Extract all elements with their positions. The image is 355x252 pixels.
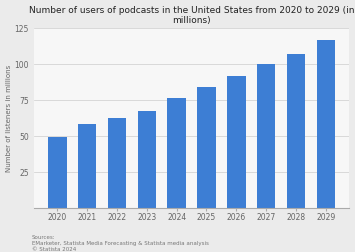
Bar <box>317 41 335 208</box>
Bar <box>137 111 156 208</box>
Bar <box>48 138 66 208</box>
Y-axis label: Number of listeners in millions: Number of listeners in millions <box>6 65 12 172</box>
Bar <box>287 55 305 208</box>
Bar <box>197 87 216 208</box>
Bar <box>227 76 246 208</box>
Bar <box>108 119 126 208</box>
Bar <box>78 125 97 208</box>
Text: Sources:
EMarketer, Statista Media Forecasting & Statista media analysis
© Stati: Sources: EMarketer, Statista Media Forec… <box>32 234 209 251</box>
Title: Number of users of podcasts in the United States from 2020 to 2029 (in millions): Number of users of podcasts in the Unite… <box>29 6 354 25</box>
Bar <box>257 65 275 208</box>
Bar <box>168 99 186 208</box>
